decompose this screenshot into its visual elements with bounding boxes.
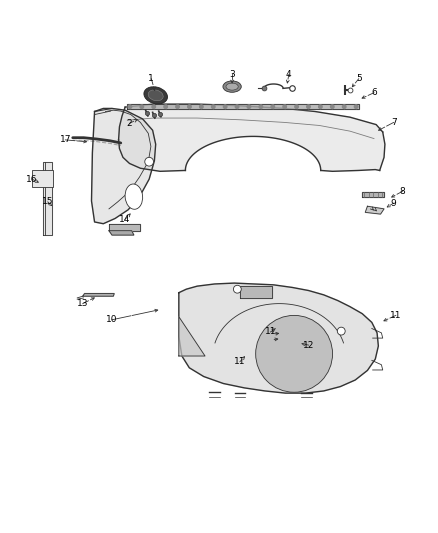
Text: 1: 1	[148, 74, 154, 83]
Circle shape	[235, 105, 239, 108]
Polygon shape	[127, 104, 359, 109]
Text: 17: 17	[60, 135, 71, 144]
Circle shape	[233, 285, 241, 293]
Circle shape	[164, 105, 167, 108]
Text: 2: 2	[127, 119, 132, 128]
Circle shape	[128, 105, 132, 108]
Ellipse shape	[148, 90, 163, 101]
FancyBboxPatch shape	[32, 169, 53, 187]
Polygon shape	[43, 161, 52, 235]
Circle shape	[140, 105, 144, 108]
Text: 3: 3	[229, 70, 235, 79]
Circle shape	[283, 105, 286, 108]
Polygon shape	[109, 231, 134, 235]
Circle shape	[223, 105, 227, 108]
Text: 11: 11	[390, 311, 402, 320]
Polygon shape	[240, 286, 272, 298]
Ellipse shape	[144, 87, 167, 104]
Polygon shape	[92, 108, 155, 224]
Text: 6: 6	[371, 88, 377, 97]
Text: 5: 5	[356, 74, 362, 83]
Text: 15: 15	[42, 197, 53, 206]
Text: 9: 9	[391, 199, 396, 208]
Circle shape	[152, 105, 155, 108]
Text: 16: 16	[26, 175, 38, 184]
Circle shape	[256, 316, 332, 392]
Circle shape	[337, 327, 345, 335]
Text: 12: 12	[303, 341, 314, 350]
Circle shape	[343, 105, 346, 108]
Text: 14: 14	[120, 215, 131, 224]
Ellipse shape	[125, 184, 143, 209]
Polygon shape	[362, 192, 384, 197]
Circle shape	[188, 105, 191, 108]
Polygon shape	[365, 206, 384, 214]
Circle shape	[271, 105, 275, 108]
Circle shape	[176, 105, 179, 108]
Circle shape	[247, 105, 251, 108]
Polygon shape	[179, 317, 205, 356]
Text: 11: 11	[234, 357, 246, 366]
Circle shape	[331, 105, 334, 108]
Text: 7: 7	[391, 118, 396, 127]
Circle shape	[295, 105, 298, 108]
Polygon shape	[83, 294, 114, 296]
Text: 8: 8	[399, 187, 405, 196]
Circle shape	[212, 105, 215, 108]
Text: 10: 10	[106, 315, 118, 324]
Circle shape	[200, 105, 203, 108]
Polygon shape	[179, 283, 378, 393]
Polygon shape	[109, 224, 141, 231]
Text: 4: 4	[286, 70, 292, 79]
Circle shape	[145, 157, 153, 166]
Circle shape	[259, 105, 263, 108]
Circle shape	[354, 105, 358, 108]
Text: 11: 11	[265, 327, 276, 336]
Ellipse shape	[226, 83, 238, 90]
Circle shape	[318, 105, 322, 108]
Circle shape	[307, 105, 310, 108]
Text: 13: 13	[77, 299, 88, 308]
Polygon shape	[119, 104, 385, 171]
Ellipse shape	[223, 81, 241, 92]
